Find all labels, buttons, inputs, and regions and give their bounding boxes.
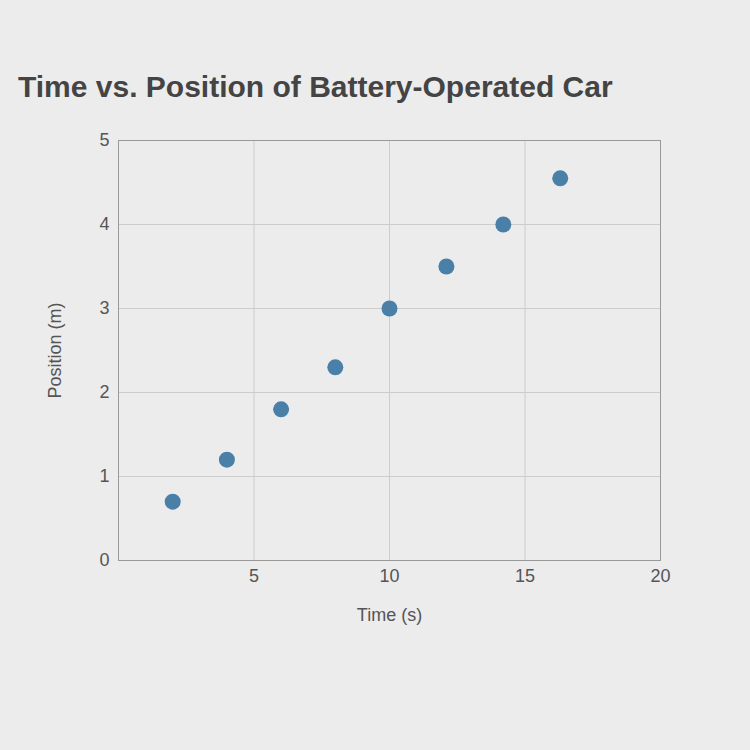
svg-text:3: 3: [99, 298, 109, 318]
svg-text:5: 5: [99, 130, 109, 150]
svg-text:15: 15: [515, 566, 535, 586]
html-text:Time vs. Position of Battery-O: Time vs. Position of Battery-Operated Ca…: [18, 70, 613, 103]
svg-text:4: 4: [99, 214, 109, 234]
svg-text:Time (s): Time (s): [357, 605, 422, 625]
svg-text:1: 1: [99, 466, 109, 486]
svg-text:0: 0: [99, 550, 109, 570]
svg-text:5: 5: [249, 566, 259, 586]
svg-text:20: 20: [650, 566, 670, 586]
svg-text:Position (m): Position (m): [45, 302, 65, 398]
svg-text:10: 10: [379, 566, 399, 586]
svg-text:2: 2: [99, 382, 109, 402]
